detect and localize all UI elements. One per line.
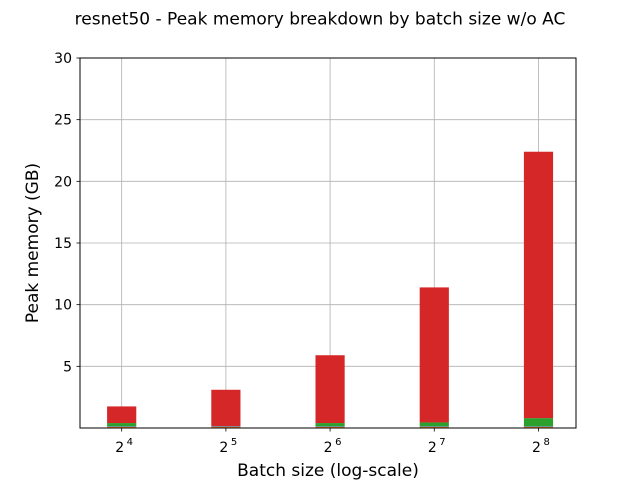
x-tick-label: 2 <box>324 440 333 456</box>
bar-segment <box>107 423 137 427</box>
x-tick-exponent: 8 <box>543 437 549 448</box>
x-tick-label: 2 <box>219 440 228 456</box>
bar-segment <box>523 426 554 428</box>
bar-segment <box>523 418 554 427</box>
bar-segment <box>107 426 137 427</box>
x-axis-label: Batch size (log-scale) <box>237 461 419 480</box>
y-tick-label: 5 <box>63 359 72 375</box>
x-tick-label: 2 <box>115 440 124 456</box>
bar-segment <box>211 426 241 428</box>
y-tick-label: 15 <box>54 236 72 252</box>
bar-segment <box>523 426 554 427</box>
y-tick-label: 30 <box>54 51 72 67</box>
bar-segment <box>315 426 345 428</box>
y-axis-label: Peak memory (GB) <box>23 163 43 323</box>
x-tick-label: 2 <box>428 440 437 456</box>
x-tick-exponent: 7 <box>439 437 445 448</box>
bar-segment <box>523 151 554 419</box>
bar-segment <box>315 355 345 424</box>
chart-title: resnet50 - Peak memory breakdown by batc… <box>75 10 566 30</box>
bar-segment <box>419 426 449 428</box>
bar-segment <box>107 406 137 424</box>
bar-segment <box>419 426 449 427</box>
x-tick-exponent: 4 <box>127 437 133 448</box>
bar-segment <box>211 389 241 427</box>
y-tick-label: 25 <box>54 113 72 129</box>
bar-segment <box>211 426 241 427</box>
bar-segment <box>419 422 449 427</box>
bar-segment <box>315 426 345 427</box>
bar-segment <box>315 423 345 427</box>
y-tick-label: 10 <box>54 298 72 314</box>
bar-segment <box>419 287 449 423</box>
x-tick-exponent: 5 <box>231 437 237 448</box>
bar-segment <box>107 426 137 428</box>
bars <box>107 151 554 428</box>
x-tick-exponent: 6 <box>335 437 341 448</box>
x-tick-label: 2 <box>532 440 541 456</box>
y-tick-label: 20 <box>54 174 72 190</box>
y-ticks: 5 10 15 20 25 30 <box>54 51 80 375</box>
